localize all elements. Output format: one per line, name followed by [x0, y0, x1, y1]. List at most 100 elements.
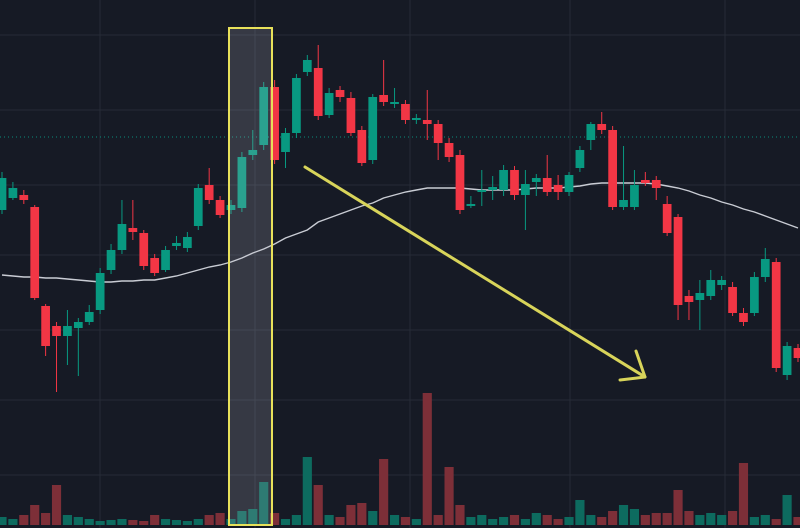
volume-bar: [749, 517, 759, 525]
volume-bar: [302, 457, 312, 525]
volume-bar: [662, 513, 672, 525]
volume-bar: [542, 515, 552, 525]
candle-body: [488, 187, 498, 190]
candle-body: [510, 170, 519, 195]
candle-body: [531, 178, 541, 182]
volume-bar: [422, 393, 432, 525]
candle-body: [564, 175, 574, 192]
candle-body: [444, 143, 454, 157]
volume-bar: [313, 485, 323, 525]
candle-body: [411, 118, 421, 120]
volume-bar: [0, 517, 7, 525]
candle-body: [499, 170, 508, 190]
candle-body: [95, 273, 105, 310]
candle-body: [73, 322, 83, 328]
candle-body: [357, 130, 367, 163]
candle-body: [237, 157, 247, 208]
candle-body: [150, 258, 160, 273]
volume-bar: [368, 511, 378, 525]
volume-bar: [73, 517, 83, 525]
volume-bar: [41, 513, 51, 525]
volume-bar: [455, 505, 465, 525]
volume-bar: [95, 521, 105, 525]
volume-bar: [106, 520, 116, 525]
plot-area: [0, 45, 800, 525]
candle-body: [139, 233, 149, 266]
volume-bar: [160, 519, 171, 525]
candle-body: [193, 188, 203, 226]
volume-bar: [117, 519, 127, 525]
candle-body: [335, 90, 345, 97]
candle-body: [422, 120, 432, 124]
candle-body: [608, 130, 617, 207]
candle-body: [183, 237, 192, 248]
candle-body: [324, 93, 334, 115]
candle-body: [390, 102, 399, 104]
candle-body: [248, 150, 258, 155]
volume-bar: [771, 519, 781, 525]
arrow-shaft: [303, 165, 647, 379]
candle-body: [717, 280, 727, 285]
volume-bar: [139, 521, 149, 525]
volume-bar: [760, 515, 770, 525]
volume-bar: [477, 515, 487, 525]
candle-body: [19, 195, 29, 200]
candle-body: [379, 95, 389, 102]
volume-bar: [466, 517, 476, 525]
volume-bar: [30, 505, 40, 525]
moving-average: [1, 182, 799, 283]
volume-bar: [171, 520, 182, 525]
volume-bar: [357, 503, 367, 525]
volume-bar: [553, 519, 563, 525]
candle-body: [433, 124, 443, 143]
candle-body: [455, 155, 465, 210]
volume-bar: [346, 505, 356, 525]
volume-bar: [782, 495, 792, 525]
volume-bar: [433, 515, 443, 525]
candle-body: [368, 97, 378, 160]
candles: [0, 45, 800, 392]
volume-bar: [608, 511, 618, 525]
volume-bar: [182, 521, 192, 525]
candle-body: [292, 78, 301, 133]
volume-bar: [597, 517, 607, 525]
highlight-box: [228, 27, 273, 526]
volume-bar: [564, 517, 574, 525]
volume-bar: [586, 515, 596, 525]
candle-body: [41, 306, 50, 346]
candle-body: [619, 200, 628, 207]
volume-bar: [695, 515, 705, 525]
candle-body: [270, 87, 279, 160]
candle-body: [106, 250, 116, 270]
volume-bar: [618, 505, 629, 525]
candle-body: [597, 124, 607, 130]
volume-bar: [499, 517, 509, 525]
candle-body: [630, 185, 639, 207]
volume-bar: [706, 513, 716, 525]
volume-bar: [640, 515, 650, 525]
volume-bar: [204, 515, 214, 525]
candle-body: [575, 150, 585, 168]
trend-arrow: [303, 165, 647, 382]
candle-body: [215, 200, 225, 215]
volume-bar: [684, 511, 694, 525]
candle-body: [204, 185, 214, 200]
volume-bar: [575, 500, 585, 525]
candle-body: [0, 178, 7, 210]
volume-bar: [128, 520, 138, 525]
volume-bar: [248, 509, 258, 525]
candle-body: [521, 184, 530, 195]
volume-bar: [717, 515, 727, 525]
volume-bar: [673, 490, 683, 525]
volume-bar: [291, 515, 301, 525]
volume-bar: [727, 511, 738, 525]
candle-body: [346, 98, 356, 133]
volume-bar: [226, 519, 236, 525]
candle-body: [477, 190, 487, 192]
volume-bar: [335, 517, 345, 525]
candle-body: [793, 348, 800, 358]
candle-body: [586, 124, 596, 140]
volume-bar: [84, 519, 94, 525]
candle-body: [739, 313, 748, 322]
